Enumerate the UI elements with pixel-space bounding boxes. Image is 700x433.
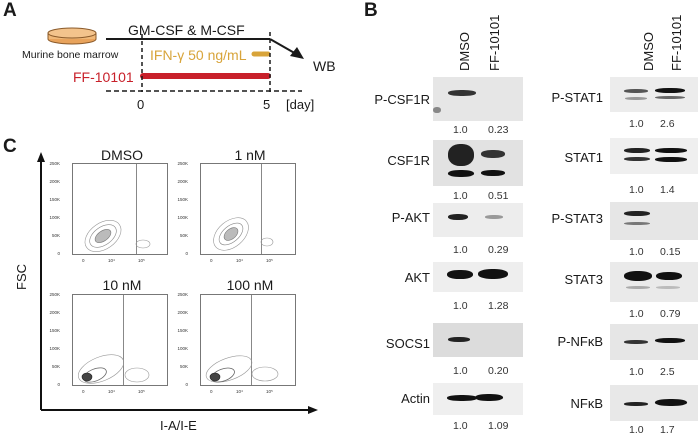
lane-header-dmso-left: DMSO [457, 32, 472, 71]
contour-plot [213, 217, 274, 251]
x-axis-label: I-A/I-E [160, 418, 197, 433]
contour-plot [84, 220, 151, 252]
time-tick-end: 5 [263, 97, 271, 112]
blot-label-socs1: SOCS1 [385, 336, 430, 351]
blot-label-stat1: STAT1 [564, 150, 603, 165]
quant-p-akt-drug: 0.29 [488, 244, 509, 256]
quant-csf1r-dmso: 1.0 [453, 190, 468, 202]
source-label: Murine bone marrow [22, 49, 119, 61]
y-arrow-icon [37, 152, 45, 162]
time-unit: [day] [286, 97, 315, 112]
blot-p-akt [433, 203, 523, 237]
quant-nfkb-drug: 1.7 [660, 424, 675, 433]
blot-label-p-csf1r: P-CSF1R [374, 92, 430, 107]
quant-p-stat3-drug: 0.15 [660, 246, 681, 258]
blot-nfkb [610, 385, 698, 421]
culture-label: GM-CSF & M-CSF [128, 22, 245, 38]
blot-label-nfkb: NFκB [570, 396, 604, 411]
blot-label-p-akt: P-AKT [391, 210, 430, 225]
blot-label-actin: Actin [401, 391, 430, 406]
quant-stat3-dmso: 1.0 [629, 308, 644, 320]
blot-label-p-stat3: P-STAT3 [551, 211, 603, 226]
lane-header-dmso-right: DMSO [641, 32, 656, 71]
quant-socs1-dmso: 1.0 [453, 365, 468, 377]
quant-stat1-dmso: 1.0 [629, 184, 644, 196]
flow-title-dmso: DMSO [101, 147, 143, 163]
blot-p-stat1 [610, 77, 698, 112]
readout-label: WB [313, 58, 336, 74]
blot-actin [433, 383, 523, 415]
y-axis-label: FSC [14, 264, 29, 290]
blot-csf1r [433, 140, 523, 186]
blot-label-akt: AKT [404, 270, 430, 285]
quant-nfkb-dmso: 1.0 [629, 424, 644, 433]
contour-plot [205, 355, 279, 383]
quant-socs1-drug: 0.20 [488, 365, 509, 377]
quant-akt-dmso: 1.0 [453, 300, 468, 312]
gate-line [261, 164, 262, 254]
ifn-label: IFN-γ 50 ng/mL [150, 47, 247, 63]
arrow-icon [290, 47, 304, 59]
quant-p-stat1-drug: 2.6 [660, 118, 675, 130]
time-tick-start: 0 [137, 97, 145, 112]
blot-p-nfkb [610, 324, 698, 360]
quant-stat3-drug: 0.79 [660, 308, 681, 320]
panel-c-letter: C [3, 136, 17, 157]
gate-line [123, 295, 124, 385]
blot-akt [433, 262, 523, 292]
quant-actin-dmso: 1.0 [453, 420, 468, 432]
flow-title-100nm: 100 nM [226, 277, 274, 293]
lane-header-drug-right: FF-10101 [669, 14, 684, 71]
quant-p-stat3-dmso: 1.0 [629, 246, 644, 258]
blot-label-csf1r: CSF1R [387, 153, 430, 168]
timeline-diagram [47, 27, 304, 92]
blot-label-p-stat1: P-STAT1 [551, 90, 603, 105]
blot-p-stat3 [610, 202, 698, 240]
flow-main-axes [37, 152, 318, 414]
contour-plot [77, 354, 150, 384]
drug-label: FF-10101 [73, 69, 134, 85]
gate-line [251, 295, 252, 385]
quant-p-stat1-dmso: 1.0 [629, 118, 644, 130]
flow-title-10nm: 10 nM [102, 277, 142, 293]
lane-header-drug-left: FF-10101 [487, 14, 502, 71]
blot-stat1 [610, 138, 698, 174]
quant-p-nfkb-drug: 2.5 [660, 366, 675, 378]
x-arrow-icon [308, 406, 318, 414]
quant-akt-drug: 1.28 [488, 300, 509, 312]
quant-actin-drug: 1.09 [488, 420, 509, 432]
blot-socs1 [433, 323, 523, 357]
petri-dish-icon [47, 27, 97, 45]
gate-line [136, 164, 137, 254]
quant-p-csf1r-drug: 0.23 [488, 124, 509, 136]
panel-a-letter: A [3, 0, 17, 21]
blot-stat3 [610, 262, 698, 302]
quant-p-csf1r-dmso: 1.0 [453, 124, 468, 136]
blot-label-p-nfkb: P-NFκB [557, 334, 604, 349]
flow-title-1nm: 1 nM [234, 147, 266, 163]
blot-p-csf1r [433, 77, 523, 121]
quant-p-nfkb-dmso: 1.0 [629, 366, 644, 378]
quant-stat1-drug: 1.4 [660, 184, 675, 196]
blot-label-stat3: STAT3 [564, 272, 603, 287]
quant-csf1r-drug: 0.51 [488, 190, 509, 202]
panel-b-letter: B [364, 0, 378, 21]
quant-p-akt-dmso: 1.0 [453, 244, 468, 256]
